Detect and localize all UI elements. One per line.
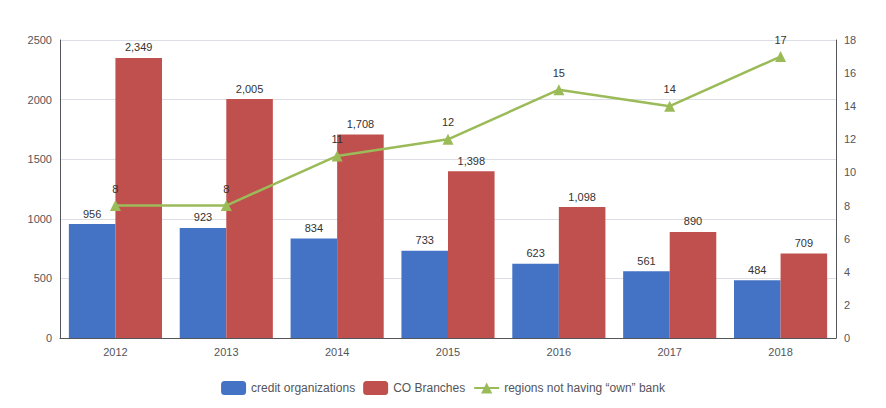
svg-text:0: 0 xyxy=(844,332,850,344)
svg-text:2018: 2018 xyxy=(768,346,792,358)
svg-text:12: 12 xyxy=(442,116,454,128)
svg-text:1,398: 1,398 xyxy=(458,155,486,167)
svg-text:8: 8 xyxy=(112,183,118,195)
svg-text:2015: 2015 xyxy=(436,346,460,358)
svg-text:890: 890 xyxy=(684,215,702,227)
svg-text:2014: 2014 xyxy=(325,346,349,358)
svg-text:14: 14 xyxy=(844,100,856,112)
svg-text:923: 923 xyxy=(194,211,212,223)
svg-text:16: 16 xyxy=(844,67,856,79)
svg-text:8: 8 xyxy=(223,183,229,195)
svg-text:12: 12 xyxy=(844,133,856,145)
svg-text:regions not having “own” bank: regions not having “own” bank xyxy=(504,381,666,395)
svg-text:CO Branches: CO Branches xyxy=(393,381,465,395)
svg-text:2,349: 2,349 xyxy=(125,41,153,53)
svg-text:733: 733 xyxy=(416,234,434,246)
svg-text:500: 500 xyxy=(34,272,52,284)
svg-text:2,005: 2,005 xyxy=(236,83,264,95)
svg-text:8: 8 xyxy=(844,200,850,212)
svg-text:2016: 2016 xyxy=(547,346,571,358)
svg-text:2013: 2013 xyxy=(214,346,238,358)
svg-text:18: 18 xyxy=(844,34,856,46)
svg-text:2500: 2500 xyxy=(28,34,52,46)
svg-text:709: 709 xyxy=(795,237,813,249)
svg-text:484: 484 xyxy=(748,264,766,276)
svg-text:623: 623 xyxy=(526,247,544,259)
svg-text:2: 2 xyxy=(844,299,850,311)
svg-text:0: 0 xyxy=(46,332,52,344)
svg-text:834: 834 xyxy=(305,222,323,234)
svg-text:1,098: 1,098 xyxy=(568,191,596,203)
svg-text:17: 17 xyxy=(774,34,786,46)
svg-text:credit organizations: credit organizations xyxy=(251,381,355,395)
svg-text:11: 11 xyxy=(331,133,342,145)
svg-text:956: 956 xyxy=(83,208,101,220)
svg-text:6: 6 xyxy=(844,233,850,245)
svg-text:561: 561 xyxy=(637,255,655,267)
svg-text:1500: 1500 xyxy=(28,153,52,165)
svg-text:14: 14 xyxy=(664,83,676,95)
svg-text:15: 15 xyxy=(553,67,565,79)
svg-text:2017: 2017 xyxy=(657,346,681,358)
svg-text:2000: 2000 xyxy=(28,94,52,106)
svg-text:10: 10 xyxy=(844,166,856,178)
svg-text:1,708: 1,708 xyxy=(347,118,375,130)
svg-text:4: 4 xyxy=(844,266,850,278)
svg-text:2012: 2012 xyxy=(103,346,127,358)
svg-text:1000: 1000 xyxy=(28,213,52,225)
